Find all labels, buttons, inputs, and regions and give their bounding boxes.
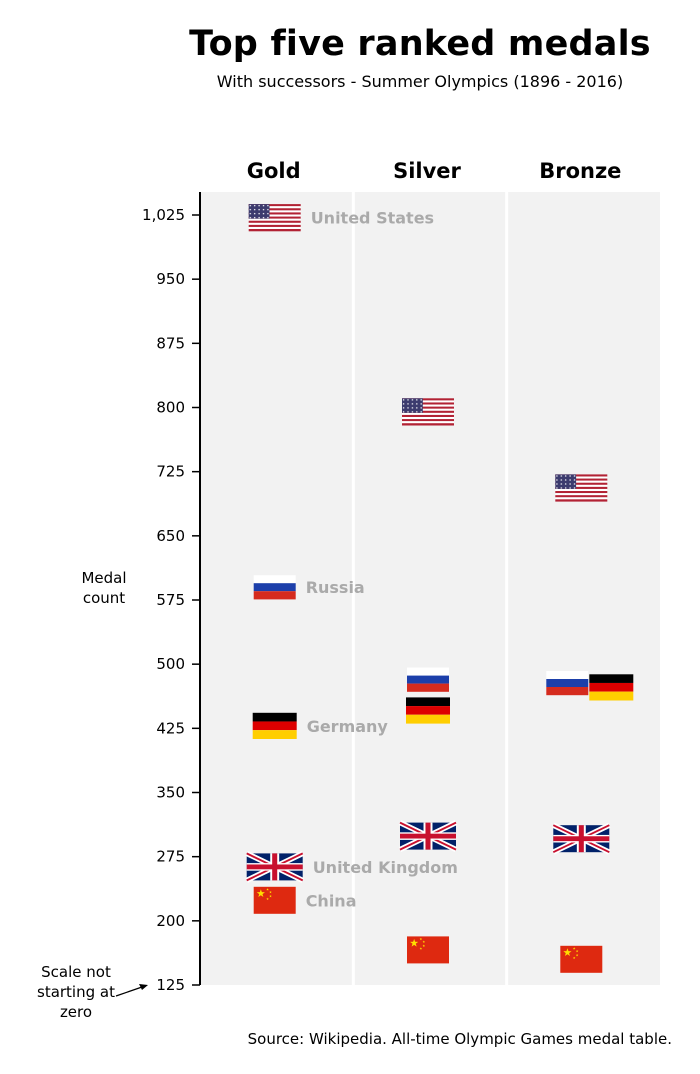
flag-marker-cn-silver (407, 936, 449, 964)
y-tick-label: 800 (156, 399, 185, 417)
scale-note-arrowhead (139, 984, 148, 990)
flag-marker-cn-gold (253, 886, 296, 914)
y-tick-label: 575 (156, 591, 185, 609)
y-tick-label: 725 (156, 463, 185, 481)
y-tick-label: 950 (156, 270, 185, 288)
flag-marker-cn-bronze (560, 945, 603, 973)
flag-marker-gb-bronze (552, 822, 611, 855)
y-tick-label: 500 (156, 655, 185, 673)
flag-marker-us-gold (248, 204, 301, 232)
flag-marker-ru-gold (253, 575, 296, 600)
y-tick-label: 1,025 (142, 206, 185, 224)
flag-marker-de-silver (406, 697, 450, 724)
country-label: United Kingdom (313, 858, 458, 877)
flag-marker-ru-bronze (546, 671, 589, 696)
flag-marker-ru-silver (407, 667, 449, 692)
flag-marker-us-silver (402, 398, 454, 426)
flag-marker-gb-gold (245, 850, 304, 883)
y-tick-label: 425 (156, 719, 185, 737)
column-label-gold: Gold (247, 159, 301, 183)
country-label: Germany (307, 717, 389, 736)
y-tick-label: 650 (156, 527, 185, 545)
country-label: Russia (306, 578, 365, 597)
y-tick-label: 275 (156, 848, 185, 866)
y-tick-label: 350 (156, 784, 185, 802)
flag-marker-de-bronze (589, 674, 634, 701)
chart-subtitle: With successors - Summer Olympics (1896 … (216, 72, 624, 91)
y-tick-label: 875 (156, 334, 185, 352)
chart-title: Top five ranked medals (189, 24, 651, 64)
column-label-bronze: Bronze (539, 159, 621, 183)
scale-note: Scale not starting at zero (37, 963, 115, 1021)
column-separator (351, 192, 355, 985)
column-separator (505, 192, 509, 985)
scale-note-arrow (115, 986, 143, 997)
flag-marker-gb-silver (398, 820, 458, 853)
y-tick-label: 200 (156, 912, 185, 930)
y-tick-label: 125 (156, 976, 185, 994)
source-note: Source: Wikipedia. All-time Olympic Game… (247, 1030, 672, 1048)
flag-marker-de-gold (252, 712, 297, 739)
country-label: China (306, 891, 357, 910)
country-label: United States (311, 209, 434, 228)
y-axis-label: Medal count (81, 569, 127, 607)
column-label-silver: Silver (393, 159, 461, 183)
flag-marker-us-bronze (555, 474, 608, 502)
